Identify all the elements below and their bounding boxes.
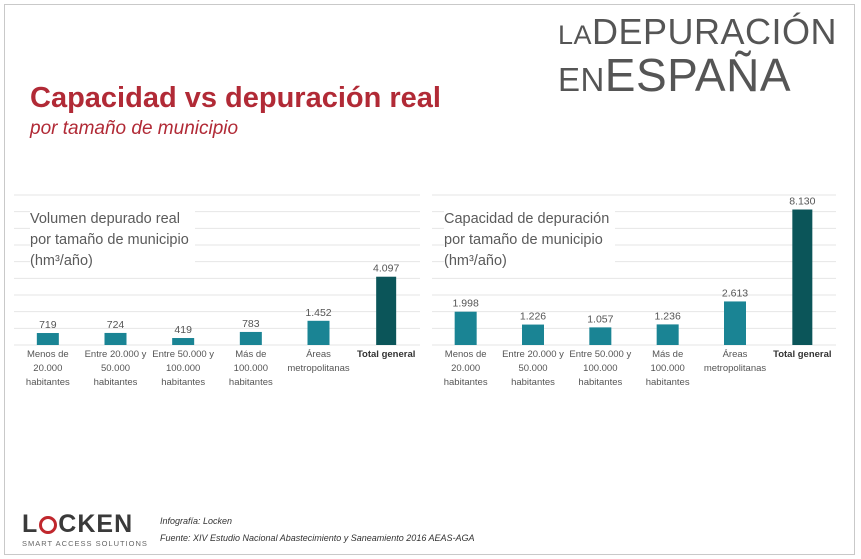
data-label: 4.097 <box>373 263 399 275</box>
category-label: Áreas <box>306 349 331 360</box>
category-label: 50.000 <box>101 363 130 374</box>
category-label: habitantes <box>94 377 138 388</box>
logo-text-left: L <box>22 510 39 538</box>
category-label: habitantes <box>229 377 273 388</box>
category-label: habitantes <box>444 377 488 388</box>
data-label: 419 <box>174 324 192 336</box>
credit-text: Infografía: Locken <box>160 516 233 526</box>
category-label: Más de <box>235 349 266 360</box>
data-label: 8.130 <box>789 196 815 208</box>
bar <box>724 301 746 345</box>
data-label: 1.236 <box>655 310 681 322</box>
category-label: Total general <box>773 349 831 360</box>
category-label: Total general <box>357 349 415 360</box>
source-text: Fuente: XIV Estudio Nacional Abastecimie… <box>160 533 475 543</box>
category-label: 100.000 <box>650 363 684 374</box>
chart-label-line: Volumen depurado real <box>30 211 180 227</box>
infographic-frame <box>4 4 855 555</box>
category-label: habitantes <box>511 377 555 388</box>
bar <box>104 332 127 345</box>
category-label: Entre 50.000 y <box>569 349 631 360</box>
page-subtitle: por tamaño de municipio <box>30 118 239 139</box>
chart-label-line: Capacidad de depuración <box>444 211 610 227</box>
category-label: 100.000 <box>234 363 268 374</box>
chart-label-line: por tamaño de municipio <box>444 232 603 248</box>
data-label: 783 <box>242 318 260 330</box>
chart-label-line: (hm³/año) <box>30 253 93 269</box>
gridlines <box>432 194 836 346</box>
category-label: habitantes <box>646 377 690 388</box>
category-label: habitantes <box>26 377 70 388</box>
category-label: Entre 20.000 y <box>502 349 564 360</box>
category-label: Entre 50.000 y <box>152 349 214 360</box>
brand-title: LADEPURACIÓN ENESPAÑA <box>557 11 837 101</box>
logo-tagline: SMART ACCESS SOLUTIONS <box>22 539 148 548</box>
category-label: Áreas <box>723 349 748 360</box>
data-label: 724 <box>107 319 125 331</box>
chart-label-line: (hm³/año) <box>444 253 507 269</box>
data-label: 719 <box>39 319 57 331</box>
logo-lock-icon <box>39 515 58 534</box>
data-label: 2.613 <box>722 287 748 299</box>
category-label: 50.000 <box>518 363 547 374</box>
category-label: Más de <box>652 349 683 360</box>
bar <box>522 324 544 345</box>
page-title: Capacidad vs depuración real <box>30 82 441 114</box>
bar <box>36 333 59 345</box>
bar <box>589 327 612 345</box>
category-label: metropolitanas <box>287 363 350 374</box>
brand-word-la: LA <box>557 20 592 50</box>
brand-word-espana: ESPAÑA <box>604 49 791 101</box>
category-label: 100.000 <box>166 363 200 374</box>
category-label: Menos de <box>445 349 487 360</box>
bar <box>239 331 262 345</box>
chart-capacidad-depuracion-label: Capacidad de depuración por tamaño de mu… <box>444 209 616 272</box>
bar <box>454 311 477 345</box>
category-label: 20.000 <box>451 363 480 374</box>
locken-logo: L CKEN SMART ACCESS SOLUTIONS <box>22 510 148 548</box>
category-label: habitantes <box>161 377 205 388</box>
data-label: 1.057 <box>587 313 613 325</box>
data-label: 1.452 <box>305 307 331 319</box>
brand-word-depuracion: DEPURACIÓN <box>591 11 837 52</box>
category-label: 100.000 <box>583 363 617 374</box>
brand-word-en: EN <box>557 61 605 98</box>
data-label: 1.998 <box>453 298 479 310</box>
bar <box>307 320 330 345</box>
bar <box>656 324 679 345</box>
bar <box>376 276 397 345</box>
category-label: 20.000 <box>33 363 62 374</box>
data-label: 1.226 <box>520 311 546 323</box>
bar <box>792 209 813 345</box>
bar <box>172 338 195 345</box>
chart-volumen-depurado-label: Volumen depurado real por tamaño de muni… <box>30 209 195 272</box>
category-label: metropolitanas <box>704 363 767 374</box>
category-label: Entre 20.000 y <box>85 349 147 360</box>
chart-label-line: por tamaño de municipio <box>30 232 189 248</box>
category-label: habitantes <box>578 377 622 388</box>
logo-text-right: CKEN <box>58 510 134 538</box>
category-label: Menos de <box>27 349 69 360</box>
